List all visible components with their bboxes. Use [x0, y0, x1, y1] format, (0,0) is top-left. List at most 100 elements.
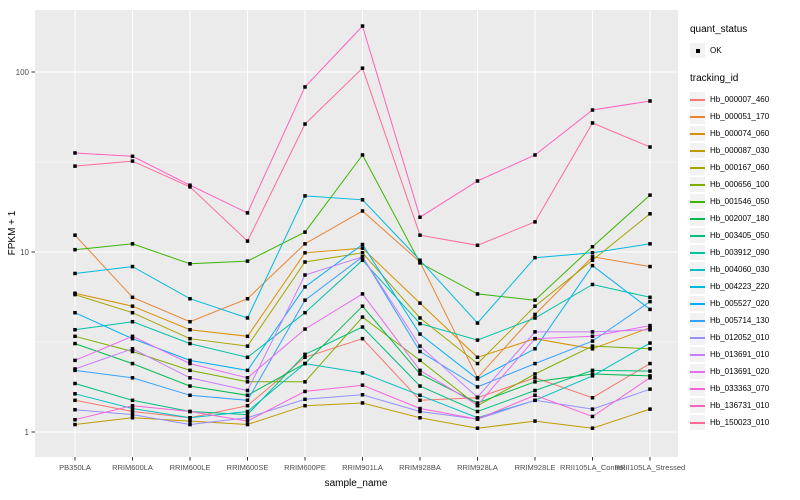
series-line-swatch-icon — [690, 296, 705, 311]
x-tick-label: RRIM928BA — [399, 463, 441, 472]
data-point — [73, 310, 77, 315]
data-point — [188, 422, 192, 427]
data-point — [590, 251, 595, 255]
data-point — [533, 330, 537, 334]
y-tick-label: 1 — [25, 428, 30, 437]
legend-item-Hb_000656_100: Hb_000656_100 — [690, 176, 798, 193]
data-point — [303, 230, 307, 234]
y-tick-label: 10 — [20, 248, 29, 257]
data-point — [73, 151, 77, 155]
data-point — [648, 347, 652, 351]
data-point — [73, 398, 77, 403]
data-point — [475, 377, 480, 381]
data-point — [648, 325, 652, 330]
data-point — [245, 398, 250, 403]
data-point — [475, 395, 480, 399]
series-line-swatch-icon — [690, 398, 705, 413]
data-point — [188, 415, 192, 420]
data-point — [73, 164, 77, 168]
data-point — [245, 393, 250, 398]
tick-label-layer: 1 10 100 PB350LA RRIM600LA RRIM600LE RRIM600SE… — [16, 68, 686, 472]
legend-item-Hb_150023_010: Hb_150023_010 — [690, 414, 798, 431]
data-point — [418, 358, 422, 363]
series-line-swatch-icon — [690, 126, 705, 141]
legend-label: Hb_003405_050 — [710, 231, 770, 240]
data-point — [303, 285, 307, 289]
data-point — [188, 361, 192, 366]
point-layer — [73, 24, 652, 430]
data-point — [590, 108, 595, 112]
x-tick-label: RRIM600LA — [112, 463, 153, 472]
data-point — [533, 255, 537, 260]
data-point — [590, 395, 595, 400]
series-line-swatch-icon — [690, 347, 705, 362]
data-point — [130, 412, 135, 417]
data-point — [303, 122, 307, 126]
data-point — [130, 409, 135, 414]
data-point — [130, 361, 135, 366]
data-point — [130, 406, 135, 411]
data-point — [533, 336, 537, 341]
data-point — [590, 339, 595, 343]
legend-label: Hb_004223_220 — [710, 282, 770, 291]
data-point — [188, 327, 192, 332]
tick-layer — [31, 71, 651, 461]
legend-item-Hb_004060_030: Hb_004060_030 — [690, 261, 798, 278]
data-point — [590, 368, 595, 373]
data-point — [648, 374, 652, 378]
legend-label: Hb_000087_030 — [710, 146, 770, 155]
data-point — [73, 327, 77, 332]
data-point — [533, 361, 537, 366]
legend-item-Hb_000167_060: Hb_000167_060 — [690, 159, 798, 176]
data-point — [475, 426, 480, 430]
data-point — [418, 332, 422, 336]
data-point — [648, 299, 652, 304]
data-point — [590, 121, 595, 125]
legend-label: Hb_012052_010 — [710, 333, 770, 342]
data-point — [188, 296, 192, 301]
data-point — [360, 371, 365, 375]
data-point — [303, 403, 307, 408]
legend-item-Hb_013691_020: Hb_013691_020 — [690, 363, 798, 380]
data-point — [245, 403, 250, 408]
data-point — [303, 380, 307, 384]
data-point — [418, 406, 422, 411]
data-point — [130, 304, 135, 308]
legend-item-Hb_002007_180: Hb_002007_180 — [690, 210, 798, 227]
data-point — [648, 307, 652, 312]
data-point — [245, 259, 250, 263]
legend-label: Hb_000074_060 — [710, 129, 770, 138]
legend-quant-status: quant_status OK — [690, 24, 798, 59]
series-line-swatch-icon — [690, 245, 705, 260]
data-point — [590, 372, 595, 376]
legend-item-Hb_004223_220: Hb_004223_220 — [690, 278, 798, 295]
data-point — [590, 255, 595, 259]
legend-tracking-id: tracking_id Hb_000007_460 Hb_000051_170 Hb… — [690, 73, 798, 431]
data-point — [360, 383, 365, 387]
legend-item-Hb_005527_020: Hb_005527_020 — [690, 295, 798, 312]
data-point — [188, 336, 192, 341]
data-point — [245, 409, 250, 414]
data-point — [188, 185, 192, 189]
data-point — [73, 334, 77, 339]
legend-label: Hb_003912_090 — [710, 248, 770, 257]
legend-label: OK — [710, 46, 722, 55]
data-point — [73, 422, 77, 427]
data-point — [303, 251, 307, 255]
data-point — [73, 292, 77, 297]
data-point — [648, 212, 652, 216]
legend-label: Hb_000656_100 — [710, 180, 770, 189]
data-point — [303, 260, 307, 264]
series-line-swatch-icon — [690, 415, 705, 430]
data-point — [245, 368, 250, 373]
data-point — [475, 417, 480, 421]
data-point — [360, 393, 365, 397]
data-point — [130, 403, 135, 408]
data-point — [245, 388, 250, 393]
data-point — [418, 372, 422, 376]
x-tick-label: RRIM901LA — [342, 463, 383, 472]
legend-label: Hb_005527_020 — [710, 299, 770, 308]
data-point — [188, 409, 192, 414]
data-point — [188, 341, 192, 346]
data-point — [533, 304, 537, 308]
